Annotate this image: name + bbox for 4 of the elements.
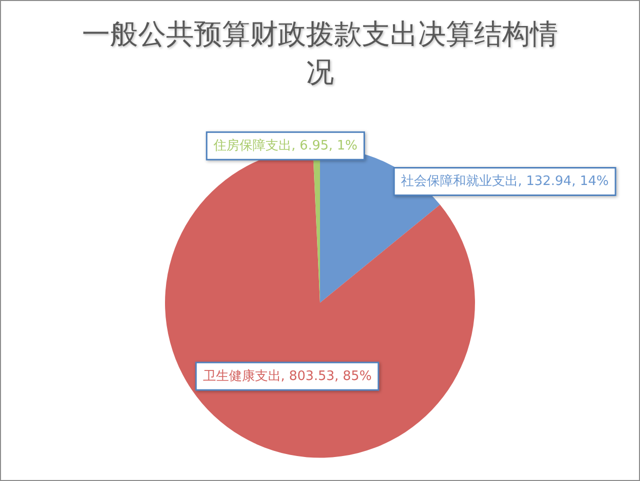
slice-label: 住房保障支出, 6.95, 1%	[212, 137, 358, 154]
slice-label: 卫生健康支出, 803.53, 85%	[202, 368, 372, 384]
slice-label: 社会保障和就业支出, 132.94, 14%	[400, 174, 609, 189]
chart-title: 一般公共预算财政拨款支出决算结构情况	[82, 20, 558, 88]
